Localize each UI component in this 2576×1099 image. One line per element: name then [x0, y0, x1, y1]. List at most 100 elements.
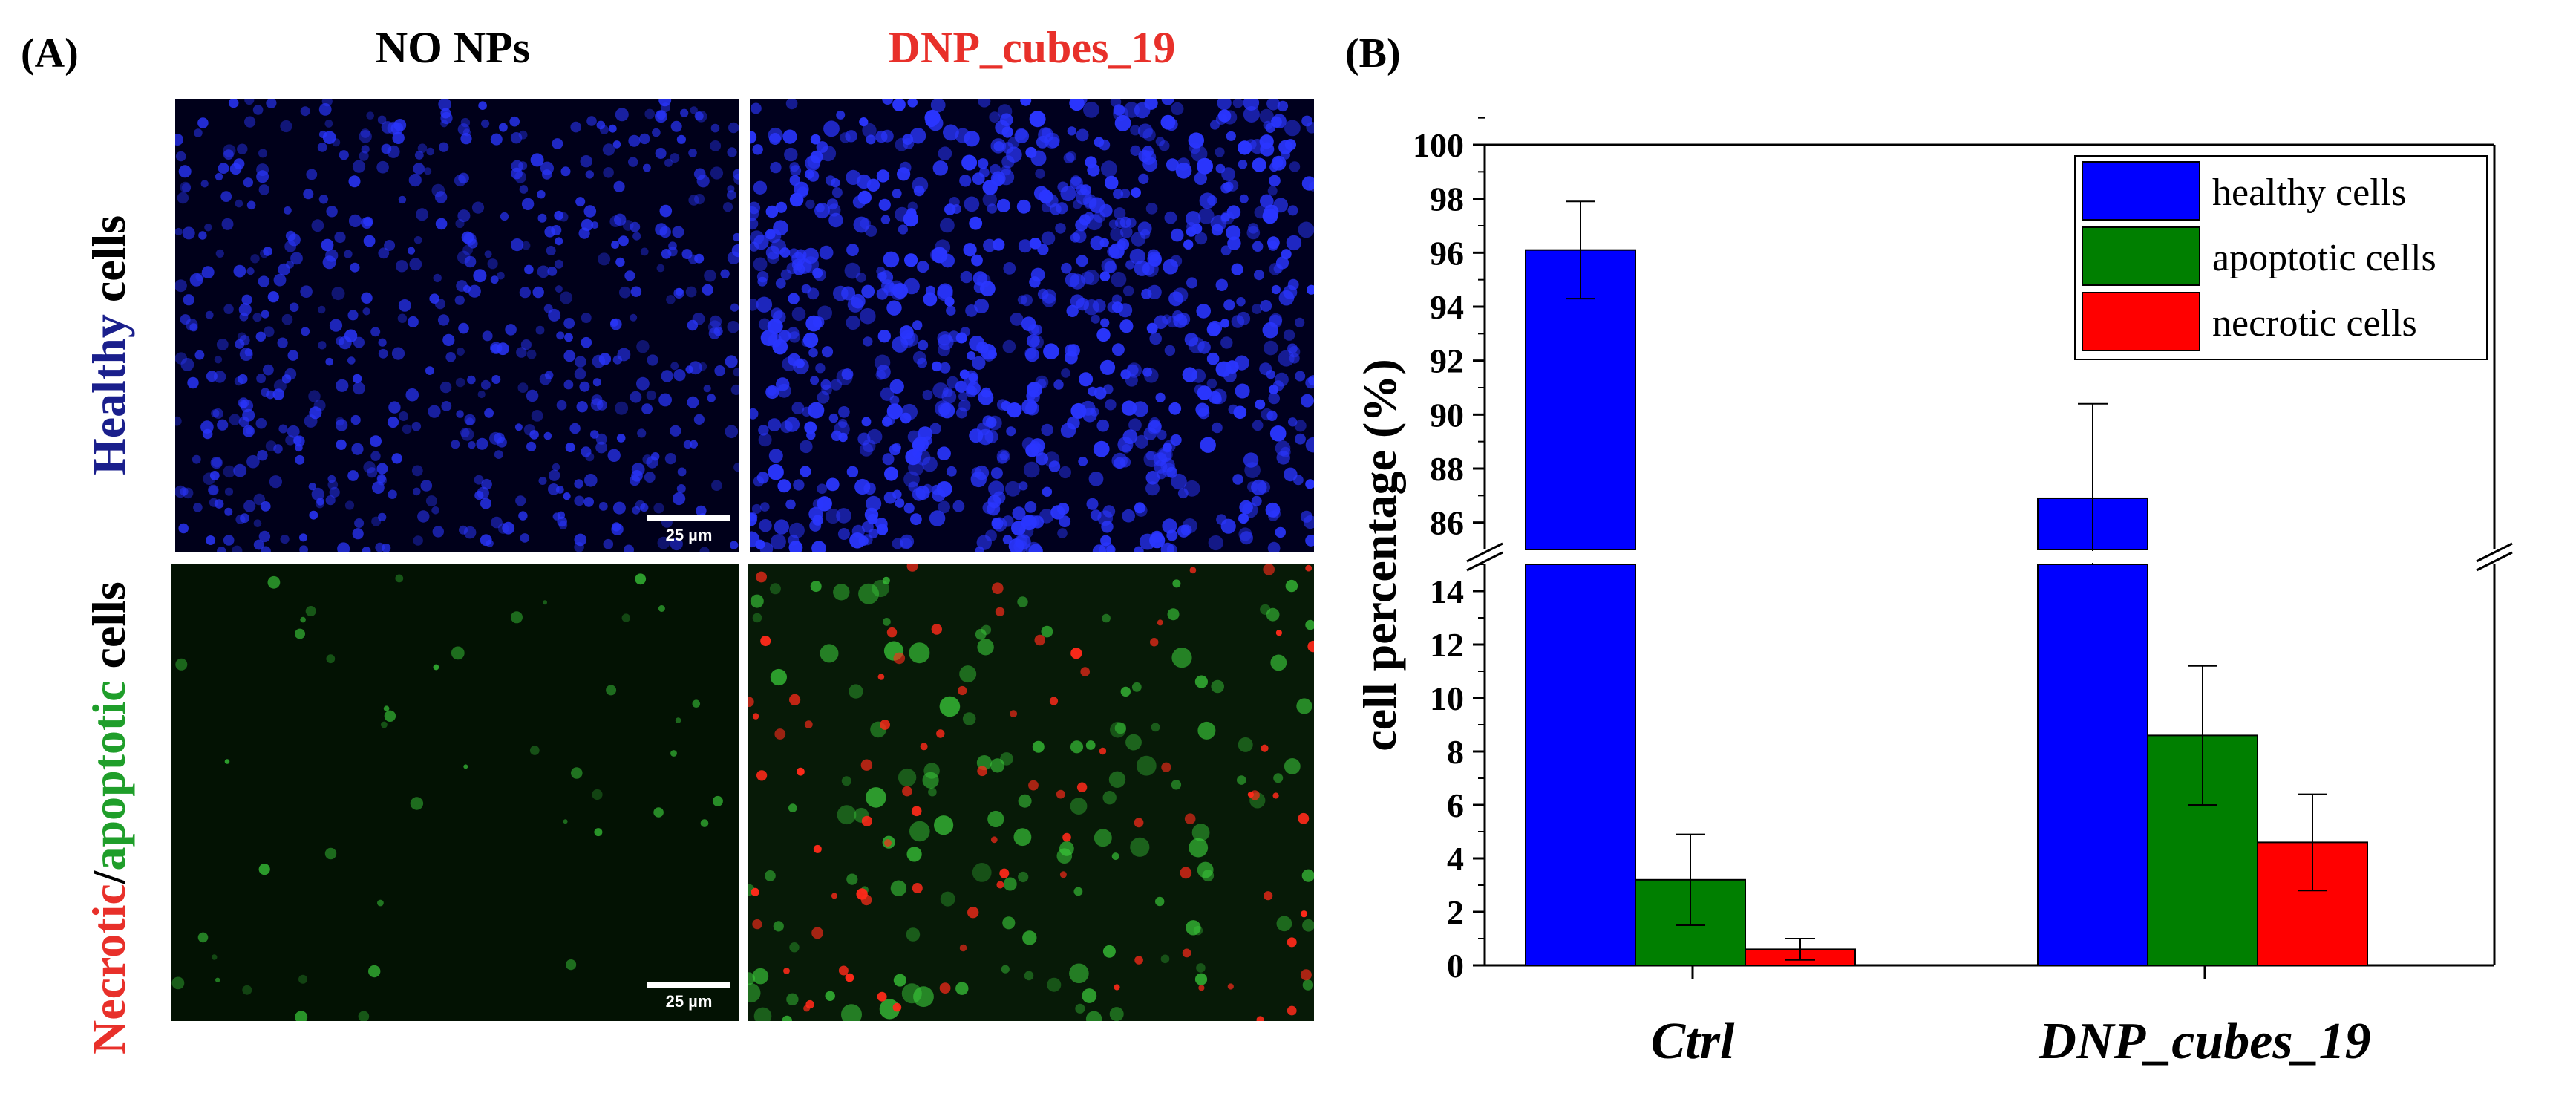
nucleus-dot [1170, 434, 1182, 446]
nucleus-dot [946, 305, 956, 316]
apoptotic-cell-dot [358, 1011, 370, 1021]
nucleus-dot [500, 212, 509, 221]
apoptotic-cell-dot [211, 954, 218, 960]
nucleus-dot [963, 243, 977, 257]
nucleus-dot [687, 396, 699, 408]
nucleus-dot [1305, 479, 1314, 489]
nucleus-dot [520, 339, 532, 350]
nucleus-dot [795, 249, 807, 261]
apoptotic-cell-dot [1131, 682, 1142, 692]
nucleus-dot [260, 501, 271, 512]
nucleus-dot [630, 221, 641, 232]
nucleus-dot [1226, 205, 1241, 219]
nucleus-dot [428, 405, 441, 418]
nucleus-dot [670, 362, 679, 371]
nucleus-dot [892, 189, 902, 199]
nucleus-dot [836, 368, 853, 385]
nucleus-dot [1249, 139, 1265, 154]
apoptotic-cell-dot [1024, 971, 1034, 981]
necrotic-cell-dot [756, 571, 767, 583]
apoptotic-cell-dot [975, 628, 987, 640]
nucleus-dot [710, 166, 724, 180]
nucleus-dot [409, 258, 422, 271]
nucleus-dot [903, 138, 915, 149]
nucleus-dot [658, 99, 672, 107]
nucleus-dot [707, 320, 722, 334]
apoptotic-cell-dot [955, 982, 969, 995]
nucleus-dot [193, 503, 203, 512]
nucleus-dot [899, 161, 912, 174]
nucleus-dot [361, 145, 370, 154]
necrotic-cell-dot [1227, 983, 1234, 990]
nucleus-dot [1119, 319, 1134, 333]
apoptotic-cell-dot [692, 699, 701, 708]
nucleus-dot [468, 284, 481, 298]
nucleus-dot [643, 163, 651, 172]
nucleus-dot [1083, 299, 1099, 316]
nucleus-dot [1013, 539, 1027, 552]
apoptotic-cell-dot [939, 696, 961, 717]
nucleus-dot [990, 467, 1003, 480]
nucleus-dot [464, 414, 476, 425]
nucleus-dot [1197, 407, 1210, 420]
nucleus-dot [317, 143, 327, 152]
apoptotic-cell-dot [1186, 920, 1201, 936]
nucleus-dot [1107, 301, 1119, 313]
nucleus-dot [636, 376, 650, 391]
nucleus-dot [1161, 99, 1174, 105]
nucleus-dot [1254, 270, 1264, 281]
nucleus-dot [1086, 498, 1099, 510]
apoptotic-cell-dot [849, 684, 863, 699]
apoptotic-cell-dot [1108, 771, 1126, 788]
nucleus-dot [1111, 343, 1125, 356]
nucleus-dot [750, 102, 762, 114]
nucleus-dot [611, 241, 619, 249]
nucleus-dot [1072, 99, 1088, 107]
nucleus-dot [1289, 161, 1301, 172]
necrotic-cell-dot [1300, 910, 1308, 918]
necrotic-cell-dot [992, 582, 1004, 594]
nucleus-dot [1186, 277, 1197, 289]
nucleus-dot [1114, 114, 1131, 131]
nucleus-dot [425, 495, 437, 507]
necrotic-cell-dot [880, 720, 890, 730]
necrotic-cell-dot [752, 919, 762, 930]
nucleus-dot [817, 483, 827, 494]
nucleus-dot [509, 116, 520, 127]
nucleus-dot [1188, 132, 1204, 149]
nucleus-dot [417, 143, 428, 153]
nucleus-dot [336, 439, 347, 450]
nucleus-dot [852, 195, 866, 209]
nucleus-dot [518, 511, 528, 521]
nucleus-dot [1012, 506, 1026, 521]
nucleus-dot [884, 466, 898, 481]
nucleus-dot [899, 325, 914, 340]
nucleus-dot [347, 470, 359, 481]
nucleus-dot [240, 513, 249, 524]
nucleus-dot [347, 356, 356, 365]
nucleus-dot [471, 201, 485, 214]
nucleus-dot [1227, 236, 1241, 250]
nucleus-dot [1247, 223, 1259, 234]
nucleus-dot [494, 450, 503, 459]
apoptotic-cell-dot [383, 705, 390, 711]
apoptotic-cell-dot [1276, 916, 1292, 932]
apoptotic-cell-dot [1130, 837, 1150, 857]
nucleus-dot [378, 512, 387, 522]
nucleus-dot [482, 330, 493, 342]
nucleus-dot [900, 534, 915, 549]
apoptotic-cell-dot [1109, 1007, 1124, 1021]
nucleus-dot [788, 522, 805, 538]
nucleus-dot [1175, 163, 1192, 179]
nucleus-dot [1043, 343, 1059, 360]
y-tick-label: 88 [1430, 450, 1464, 488]
nucleus-dot [261, 546, 271, 552]
nucleus-dot [461, 428, 474, 441]
nucleus-dot [208, 484, 219, 496]
nucleus-dot [1088, 472, 1104, 486]
nucleus-dot [497, 271, 505, 280]
nucleus-dot [1082, 408, 1097, 423]
nucleus-dot [514, 171, 527, 183]
apoptotic-cell-dot [175, 658, 188, 671]
nucleus-dot [856, 272, 866, 283]
